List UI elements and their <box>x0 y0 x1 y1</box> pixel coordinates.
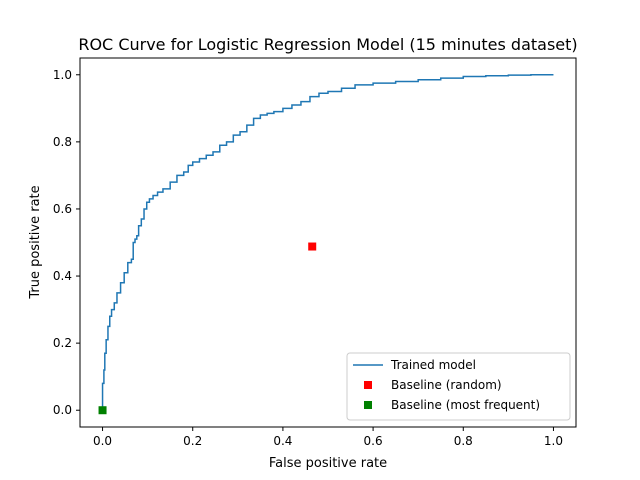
series-line-trained-model <box>101 74 554 411</box>
legend-swatch-marker <box>364 401 372 409</box>
y-tick-label: 0.6 <box>53 202 72 216</box>
x-axis-label: False positive rate <box>269 456 387 471</box>
x-tick-label: 1.0 <box>544 434 563 448</box>
legend-label: Trained model <box>390 358 476 372</box>
plot-frame <box>79 57 577 428</box>
y-tick-label: 1.0 <box>53 68 72 82</box>
legend-label: Baseline (random) <box>391 378 502 392</box>
x-tick-label: 0.2 <box>183 434 202 448</box>
x-tick-label: 0.0 <box>93 434 112 448</box>
legend-label: Baseline (most frequent) <box>391 398 540 412</box>
x-tick-label: 0.8 <box>454 434 473 448</box>
x-tick-label: 0.6 <box>364 434 383 448</box>
legend-swatch-marker <box>364 381 372 389</box>
y-tick-label: 0.4 <box>53 269 72 283</box>
marker-baseline-random <box>308 242 317 251</box>
chart-legend: Trained model Baseline (random) Baseline (… <box>346 352 571 421</box>
legend-box <box>346 352 571 421</box>
y-axis-ticks: 0.0 0.2 0.4 0.6 0.8 1.0 <box>53 68 80 417</box>
y-tick-label: 0.0 <box>53 403 72 417</box>
x-axis-ticks: 0.0 0.2 0.4 0.6 0.8 1.0 <box>93 427 563 448</box>
y-tick-label: 0.8 <box>53 135 72 149</box>
series-layer <box>98 74 554 415</box>
y-tick-label: 0.2 <box>53 336 72 350</box>
x-tick-label: 0.4 <box>273 434 292 448</box>
y-axis-label: True positive rate <box>28 185 43 299</box>
chart-title: ROC Curve for Logistic Regression Model … <box>78 35 577 54</box>
marker-baseline-most-frequent <box>98 406 107 415</box>
